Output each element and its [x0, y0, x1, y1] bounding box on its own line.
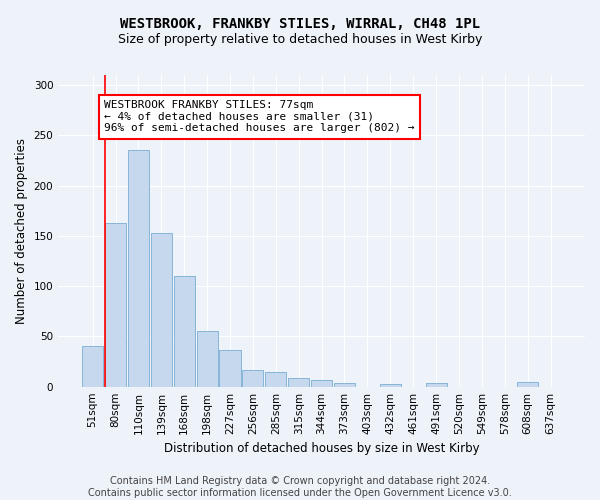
Bar [380, 384, 401, 386]
Bar [151, 233, 172, 386]
Bar [425, 382, 446, 386]
Bar [128, 150, 149, 386]
Text: Contains HM Land Registry data © Crown copyright and database right 2024.
Contai: Contains HM Land Registry data © Crown c… [88, 476, 512, 498]
Bar [334, 382, 355, 386]
Bar [220, 350, 241, 386]
Text: WESTBROOK FRANKBY STILES: 77sqm
← 4% of detached houses are smaller (31)
96% of : WESTBROOK FRANKBY STILES: 77sqm ← 4% of … [104, 100, 415, 134]
Y-axis label: Number of detached properties: Number of detached properties [15, 138, 28, 324]
Text: WESTBROOK, FRANKBY STILES, WIRRAL, CH48 1PL: WESTBROOK, FRANKBY STILES, WIRRAL, CH48 … [120, 18, 480, 32]
Bar [311, 380, 332, 386]
X-axis label: Distribution of detached houses by size in West Kirby: Distribution of detached houses by size … [164, 442, 479, 455]
Bar [517, 382, 538, 386]
Bar [173, 276, 195, 386]
Bar [265, 372, 286, 386]
Bar [105, 223, 126, 386]
Bar [288, 378, 309, 386]
Bar [197, 332, 218, 386]
Bar [242, 370, 263, 386]
Text: Size of property relative to detached houses in West Kirby: Size of property relative to detached ho… [118, 32, 482, 46]
Bar [82, 346, 103, 387]
